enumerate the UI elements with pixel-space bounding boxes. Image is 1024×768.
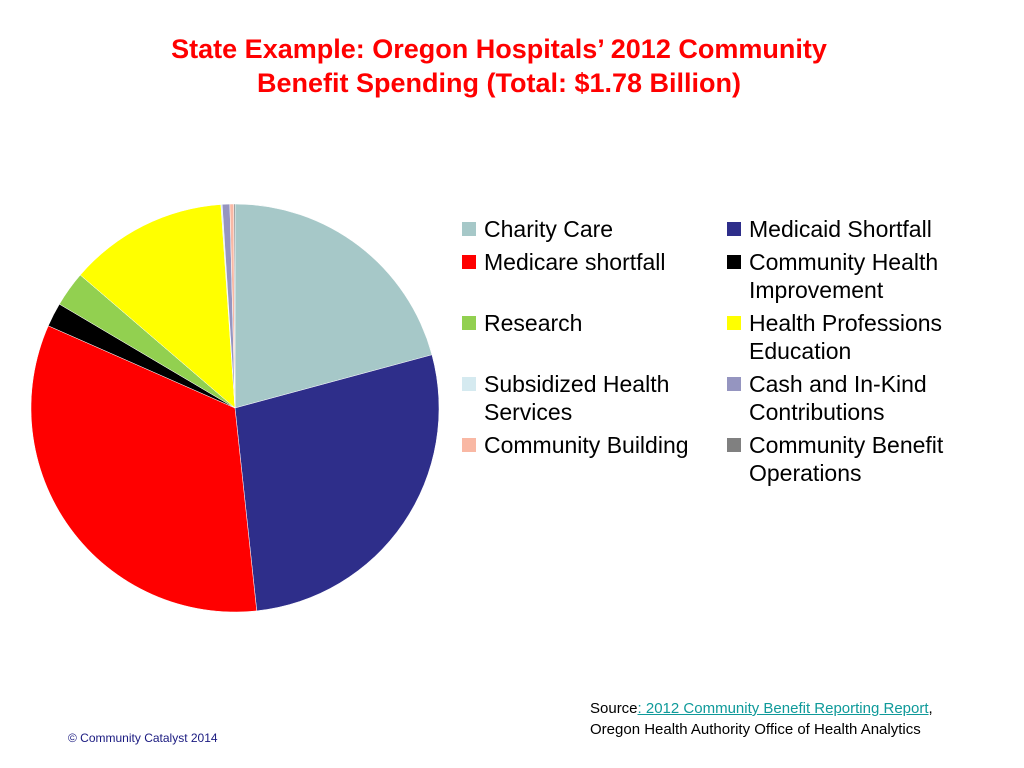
legend-label: Cash and In-Kind Contributions <box>749 371 927 425</box>
legend-label: Charity Care <box>484 216 614 242</box>
legend-swatch <box>462 438 476 452</box>
legend-item-research: Research <box>462 309 727 365</box>
legend-label: Research <box>484 310 583 336</box>
source-link[interactable]: : 2012 Community Benefit Reporting Repor… <box>637 700 929 717</box>
legend-swatch <box>727 438 741 452</box>
pie-slice-health-professions-education <box>79 204 236 409</box>
chart-title: State Example: Oregon Hospitals’ 2012 Co… <box>90 32 908 100</box>
pie-slice-medicare-shortfall <box>30 325 258 613</box>
legend-label: Community Building <box>484 432 689 458</box>
source-line2: Oregon Health Authority Office of Health… <box>590 721 921 738</box>
legend-item-health-professions-education: Health Professions Education <box>727 309 1002 365</box>
legend-label: Health Professions Education <box>749 310 943 364</box>
source-prefix: Source <box>590 700 638 717</box>
legend-swatch <box>727 316 741 330</box>
legend-swatch <box>462 255 476 269</box>
legend-swatch <box>462 377 476 391</box>
chart-title-line1: State Example: Oregon Hospitals’ 2012 Co… <box>171 34 827 64</box>
legend-item-charity-care: Charity Care <box>462 215 727 243</box>
pie-slice-community-benefit-operations <box>233 203 236 409</box>
legend-item-community-health-improvement: Community Health Improvement <box>727 248 1002 304</box>
pie-slice-medicaid-shortfall <box>234 354 440 612</box>
legend-label: Community Health Improvement <box>749 249 939 303</box>
source-suffix: , <box>928 700 933 717</box>
legend-swatch <box>727 222 741 236</box>
legend-label: Medicaid Shortfall <box>749 216 932 242</box>
legend-label: Medicare shortfall <box>484 249 666 275</box>
legend-label: Community Benefit Operations <box>749 432 944 486</box>
legend-label: Subsidized Health Services <box>484 371 670 425</box>
legend-item-subsidized-health-services: Subsidized Health Services <box>462 370 727 426</box>
legend-swatch <box>727 255 741 269</box>
legend-item-medicaid-shortfall: Medicaid Shortfall <box>727 215 1002 243</box>
legend-item-community-building: Community Building <box>462 431 727 487</box>
chart-legend: Charity Care Medicaid Shortfall Medicare… <box>462 215 1002 487</box>
pie-slice-charity-care <box>234 203 433 409</box>
legend-item-cash-and-in-kind: Cash and In-Kind Contributions <box>727 370 1002 426</box>
legend-swatch <box>462 316 476 330</box>
legend-item-medicare-shortfall: Medicare shortfall <box>462 248 727 304</box>
chart-title-line2: Benefit Spending (Total: $1.78 Billion) <box>256 68 742 98</box>
legend-item-community-benefit-operations: Community Benefit Operations <box>727 431 1002 487</box>
legend-swatch <box>727 377 741 391</box>
source-note: Source: 2012 Community Benefit Reporting… <box>590 698 1010 740</box>
copyright-notice: © Community Catalyst 2014 <box>68 731 218 745</box>
legend-swatch <box>462 222 476 236</box>
